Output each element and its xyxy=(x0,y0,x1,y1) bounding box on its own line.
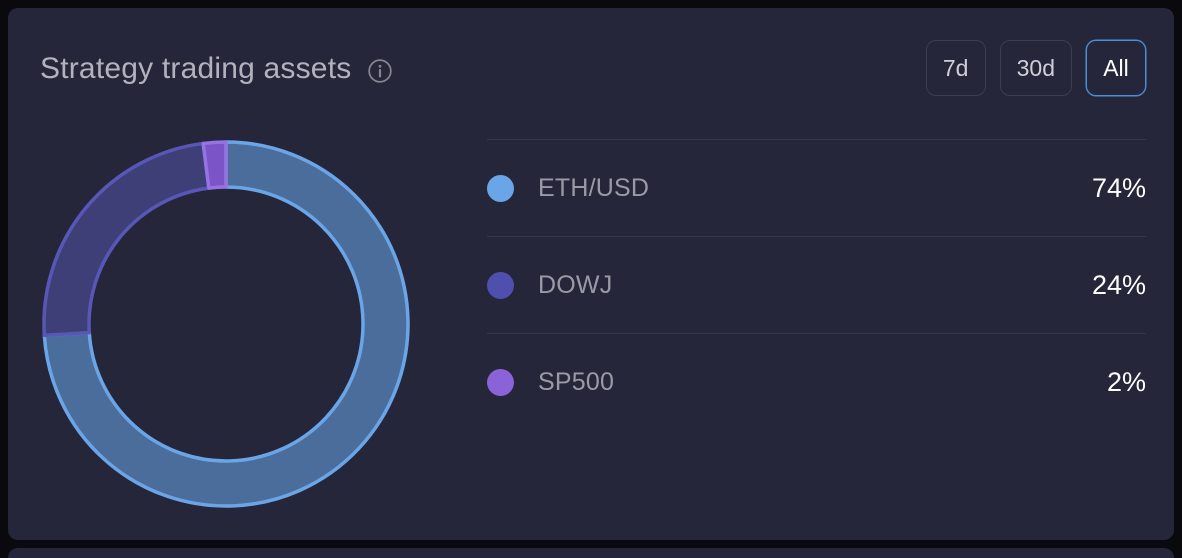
card-header: Strategy trading assets xyxy=(40,52,393,86)
donut-slice-sp500[interactable] xyxy=(201,140,228,190)
chart-legend: ETH/USD 74% DOWJ 24% SP500 2% xyxy=(487,139,1146,430)
page-title: Strategy trading assets xyxy=(40,52,352,85)
legend-dot-eth-usd xyxy=(487,174,514,202)
legend-percent: 24% xyxy=(1091,269,1146,300)
range-button-30d[interactable]: 30d xyxy=(999,40,1072,96)
legend-dot-sp500 xyxy=(487,368,514,396)
legend-label: SP500 xyxy=(538,367,615,396)
legend-row-dowj[interactable]: DOWJ 24% xyxy=(487,236,1146,333)
legend-percent: 74% xyxy=(1091,172,1146,203)
legend-label: ETH/USD xyxy=(538,173,650,202)
legend-row-eth-usd[interactable]: ETH/USD 74% xyxy=(487,139,1146,236)
range-button-all[interactable]: All xyxy=(1086,40,1146,96)
next-card-peek xyxy=(8,548,1174,558)
donut-chart[interactable] xyxy=(34,132,418,516)
strategy-trading-assets-card: Strategy trading assets 7d 30d All ETH/U… xyxy=(8,8,1174,540)
range-button-group: 7d 30d All xyxy=(925,40,1146,96)
donut-slice-eth-usd[interactable] xyxy=(42,140,410,508)
info-icon[interactable] xyxy=(367,58,393,84)
range-button-7d[interactable]: 7d xyxy=(925,40,986,96)
donut-slice-dowj[interactable] xyxy=(42,141,211,338)
legend-row-sp500[interactable]: SP500 2% xyxy=(487,333,1146,430)
donut-chart-container xyxy=(34,132,418,516)
legend-label: DOWJ xyxy=(538,270,613,299)
legend-percent: 2% xyxy=(1106,366,1146,397)
legend-dot-dowj xyxy=(487,271,514,299)
